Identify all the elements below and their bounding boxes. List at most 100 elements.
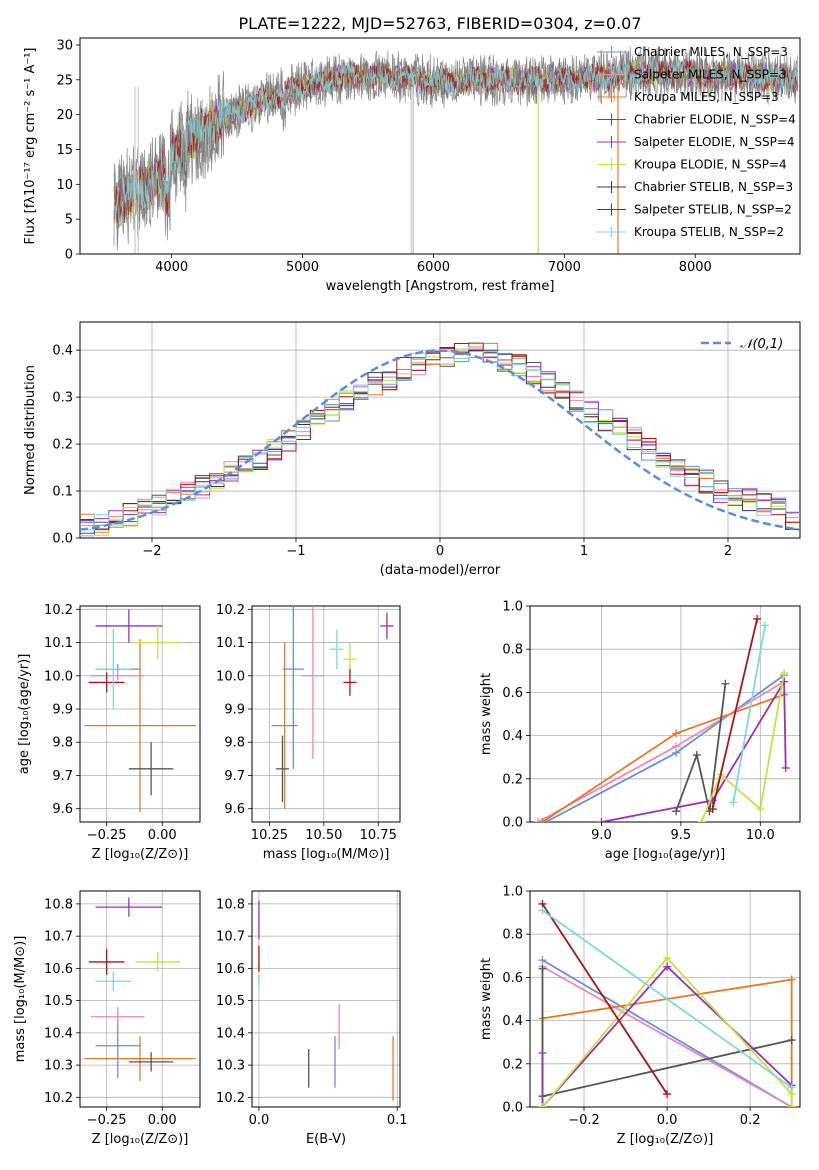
residuals-ytick-label-2: 0.2 <box>52 438 73 453</box>
mass-vs-Z-points <box>84 897 196 1082</box>
mass-vs-Z-ylabel: mass [log₁₀(M/M⊙)] <box>13 936 28 1063</box>
spectrum-series-8 <box>113 57 798 227</box>
weight-vs-age-xtick-label-2: 10.0 <box>746 828 775 843</box>
weight-vs-age-ytick-label-4: 0.8 <box>502 643 523 658</box>
weight-vs-age-series-6 <box>711 618 758 810</box>
spectrum-xtick-label-0: 4000 <box>155 260 188 275</box>
spectrum-ytick-label-3: 15 <box>56 143 73 158</box>
weight-vs-age-lines <box>533 614 790 822</box>
residual-histograms <box>80 342 800 537</box>
spectrum-legend-label-7: Salpeter STELIB, N_SSP=2 <box>634 203 792 217</box>
spectrum-legend: Chabrier MILES, N_SSP=3 Salpeter MILES, N… <box>597 45 796 239</box>
age-vs-Z-axes: −0.25 0.00 9.6 9.7 9.8 9.9 10.0 10.1 10.2 Z [log₁… <box>17 603 201 862</box>
residuals-frame <box>79 321 801 539</box>
mass-vs-Z-xtick-label-0: −0.25 <box>87 1113 127 1128</box>
weight-vs-Z-series-7 <box>541 909 793 1089</box>
mass-vs-Z-xtick-label-1: 0.00 <box>148 1113 177 1128</box>
mass-vs-ebv-points <box>258 900 394 1101</box>
weight-vs-Z-xtick-label-0: −0.2 <box>568 1113 600 1128</box>
weight-vs-Z-ylabel: mass weight <box>479 958 494 1040</box>
age-vs-Z-ytick-label-6: 10.2 <box>44 603 73 618</box>
residuals-xtick-label-0: −2 <box>142 544 161 559</box>
age-vs-Z-points <box>84 609 196 813</box>
weight-vs-age-ytick-label-3: 0.6 <box>502 686 523 701</box>
weight-vs-Z-ytick-label-4: 0.8 <box>502 928 523 943</box>
weight-vs-age-xtick-label-0: 9.0 <box>591 828 612 843</box>
weight-vs-age-marker-7-1 <box>761 621 770 630</box>
age-vs-mass-axes: 10.25 10.50 10.75 9.6 9.7 9.8 9.9 10.0 10.1 10.2 m… <box>216 603 401 862</box>
age-vs-mass-ytick-label-0: 9.6 <box>224 802 245 817</box>
spectrum-legend-label-1: Salpeter MILES, N_SSP=3 <box>634 68 787 82</box>
weight-vs-Z-xtick-label-1: 0.0 <box>657 1113 678 1128</box>
weight-vs-age-marker-4-0 <box>597 818 606 822</box>
age-vs-Z-xlabel: Z [log₁₀(Z/Z⊙)] <box>92 847 189 862</box>
mass-vs-ebv-ytick-label-3: 10.5 <box>216 994 245 1009</box>
weight-vs-age-series-5 <box>700 672 785 822</box>
weight-vs-age-marker-1-1 <box>672 742 681 751</box>
age-vs-mass-xtick-label-1: 10.50 <box>305 828 342 843</box>
residuals-xtick-label-2: 0 <box>436 544 444 559</box>
weight-vs-Z-marker-3-0 <box>538 964 547 973</box>
spectrum-ylabel: Flux [fλ10⁻¹⁷ erg cm⁻² s⁻¹ A⁻¹] <box>23 48 38 245</box>
normal-legend-label: 𝒩(0,1) <box>740 337 783 352</box>
mass-vs-ebv-axes: 0.0 0.1 10.2 10.3 10.4 10.5 10.6 10.7 10.8 E(B-V) <box>216 890 408 1147</box>
age-vs-mass-ytick-label-4: 10.0 <box>216 669 245 684</box>
spectrum-ytick-label-4: 20 <box>56 108 73 123</box>
spectrum-legend-label-5: Kroupa ELODIE, N_SSP=4 <box>634 158 787 172</box>
residuals-xtick-label-3: 1 <box>580 544 588 559</box>
weight-vs-Z-marker-6-1 <box>663 1090 672 1099</box>
weight-vs-Z-marker-4-0 <box>538 1049 547 1057</box>
age-vs-mass-frame <box>251 605 401 823</box>
mass-vs-ebv-xlabel: E(B-V) <box>306 1132 346 1147</box>
mass-vs-ebv-frame <box>251 890 401 1108</box>
normal-curve <box>80 349 800 532</box>
weight-vs-age-ytick-label-5: 1.0 <box>502 600 523 615</box>
mass-vs-ebv-xtick-label-0: 0.0 <box>249 1113 270 1128</box>
spectrum-frame <box>79 37 801 255</box>
age-vs-mass-xtick-label-0: 10.25 <box>251 828 288 843</box>
weight-vs-age-marker-5-2 <box>756 805 765 814</box>
weight-vs-age-series-0 <box>545 674 785 822</box>
weight-vs-Z-series-5 <box>541 956 793 1107</box>
weight-vs-Z-marker-7-1 <box>787 1083 796 1092</box>
spectrum-xtick-label-3: 7000 <box>548 260 581 275</box>
weight-vs-Z-marker-5-3 <box>787 1103 796 1107</box>
mass-vs-Z-ytick-label-3: 10.5 <box>44 994 73 1009</box>
weight-vs-Z-lines <box>538 899 796 1107</box>
weight-vs-Z-axes: −0.2 0.0 0.2 0.0 0.2 0.4 0.6 0.8 1.0 Z [log₁₀(Z/Z… <box>479 885 801 1147</box>
mass-vs-ebv-ytick-label-6: 10.8 <box>216 897 245 912</box>
weight-vs-Z-series-0 <box>542 959 793 1107</box>
weight-vs-age-ytick-label-2: 0.4 <box>502 729 523 744</box>
weight-vs-Z-marker-4-2 <box>663 962 672 971</box>
weight-vs-age-marker-5-0 <box>697 818 706 822</box>
age-vs-Z-frame <box>79 605 201 823</box>
age-vs-mass-ytick-label-3: 9.9 <box>224 703 245 718</box>
spectrum-legend-label-4: Salpeter ELODIE, N_SSP=4 <box>634 135 795 149</box>
weight-vs-Z-marker-2-2 <box>787 975 796 984</box>
spectrum-ytick-label-6: 30 <box>56 38 73 53</box>
weight-vs-Z-xlabel: Z [log₁₀(Z/Z⊙)] <box>617 1132 714 1147</box>
weight-vs-age-series-3 <box>675 683 727 812</box>
mass-vs-Z-ytick-label-4: 10.6 <box>44 962 73 977</box>
weight-vs-Z-marker-7-0 <box>538 906 547 915</box>
mass-vs-ebv-ytick-label-0: 10.2 <box>216 1091 245 1106</box>
spectrum-lines <box>113 45 798 254</box>
weight-vs-Z-ytick-label-5: 1.0 <box>502 885 523 900</box>
spectrum-xtick-label-1: 5000 <box>286 260 319 275</box>
spectrum-ytick-label-0: 0 <box>65 248 73 263</box>
age-vs-Z-xtick-label-0: −0.25 <box>87 828 127 843</box>
weight-vs-Z-marker-3-2 <box>787 1036 796 1045</box>
age-vs-mass-points <box>271 606 394 809</box>
weight-vs-age-marker-2-1 <box>672 729 681 738</box>
mass-vs-Z-ytick-label-0: 10.2 <box>44 1091 73 1106</box>
weight-vs-age-xlabel: age [log₁₀(age/yr)] <box>605 847 726 862</box>
mass-vs-ebv-xtick-label-1: 0.1 <box>387 1113 408 1128</box>
residuals-ytick-label-3: 0.3 <box>52 391 73 406</box>
weight-vs-age-marker-4-2 <box>780 677 789 686</box>
spectrum-axes: 4000 5000 6000 7000 8000 0 5 10 15 20 25 30 waveleng… <box>23 37 801 294</box>
weight-vs-Z-ytick-label-3: 0.6 <box>502 971 523 986</box>
spectrum-ytick-label-2: 10 <box>56 178 73 193</box>
weight-vs-age-series-2 <box>542 693 785 822</box>
weight-vs-age-ytick-label-0: 0.0 <box>502 816 523 831</box>
weight-vs-Z-marker-5-0 <box>538 1103 547 1107</box>
